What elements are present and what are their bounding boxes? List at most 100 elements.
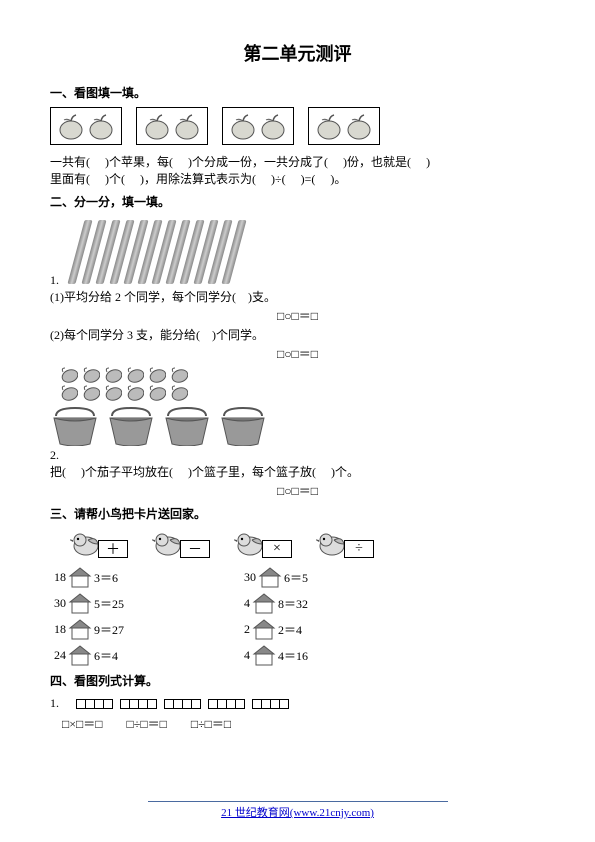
s4-q1-prefix: 1. [50, 696, 64, 711]
eq-left: 30 [54, 596, 66, 611]
eq-right: 6＝4 [94, 647, 118, 664]
apple-icon [229, 112, 257, 140]
box-group [120, 699, 156, 709]
square-icon [279, 699, 289, 709]
equation-item: 183＝6 [54, 566, 204, 588]
eggplant-icon [146, 384, 166, 402]
equation-item: 4 8＝32 [244, 592, 394, 614]
apple-icon [87, 112, 115, 140]
eq-right: 8＝32 [278, 595, 308, 612]
house-icon [252, 644, 276, 666]
s4-formulas: □×□＝□ □÷□＝□ □÷□＝□ [62, 715, 545, 732]
eq-left: 2 [244, 622, 250, 637]
footer-divider [148, 801, 448, 802]
equation-grid: 183＝6306＝5305＝2548＝32189＝2722＝4246＝444＝1… [54, 566, 545, 666]
square-icon [147, 699, 157, 709]
bird-row: ＋ － × ÷ [70, 528, 545, 558]
eggplant-icon [58, 384, 78, 402]
eq-right: 2＝4 [278, 621, 302, 638]
house-icon [68, 618, 92, 640]
square-icon [235, 699, 245, 709]
box-group [76, 699, 112, 709]
basket-icon [220, 406, 266, 446]
q1-2-text: (2)每个同学分 3 支，能分给( )个同学。 [50, 326, 545, 343]
op-card: ＋ [98, 540, 128, 558]
house-icon [68, 592, 92, 614]
page-title: 第二单元测评 [50, 40, 545, 66]
q1-prefix: 1. [50, 273, 64, 288]
equation-item: 30 5＝25 [54, 592, 204, 614]
section1-text-line2: 里面有( )个( )，用除法算式表示为( )÷( )=( )。 [50, 170, 545, 187]
apple-groups [50, 107, 545, 145]
apple-icon [345, 112, 373, 140]
square-icon [103, 699, 113, 709]
square-icon [191, 699, 201, 709]
apple-icon [57, 112, 85, 140]
eggplant-icon [80, 384, 100, 402]
eggplant-icon [124, 366, 144, 384]
op-card: × [262, 540, 292, 558]
apple-icon [259, 112, 287, 140]
equation-item: 2 2＝4 [244, 618, 394, 640]
op-card: － [180, 540, 210, 558]
apple-icon [173, 112, 201, 140]
basket-icon [108, 406, 154, 446]
section1-text-line1: 一共有( )个苹果，每( )个分成一份，一共分成了( )份，也就是( ) [50, 153, 545, 170]
basket-icon [52, 406, 98, 446]
bird-card: ＋ [70, 528, 128, 558]
eggplant-icon [102, 366, 122, 384]
sticks [76, 220, 238, 284]
q2-text: 把( )个茄子平均放在( )个篮子里，每个篮子放( )个。 [50, 463, 545, 480]
section2-heading: 二、分一分，填一填。 [50, 193, 545, 210]
eq-right: 6＝5 [284, 569, 308, 586]
box-group [164, 699, 200, 709]
equation-item: 4 4＝16 [244, 644, 394, 666]
footer-link[interactable]: 21 世纪教育网(www.21cnjy.com) [221, 807, 374, 819]
basket-icon [164, 406, 210, 446]
eggplant-icon [102, 384, 122, 402]
section4-heading: 四、看图列式计算。 [50, 672, 545, 689]
eq-right: 3＝6 [94, 569, 118, 586]
eggplant-icon [80, 366, 100, 384]
section3-heading: 三、请帮小鸟把卡片送回家。 [50, 505, 545, 522]
apple-icon [315, 112, 343, 140]
eq-left: 30 [244, 570, 256, 585]
op-card: ÷ [344, 540, 374, 558]
box-group [208, 699, 244, 709]
box-groups [76, 699, 288, 709]
basket-row [52, 406, 545, 446]
bird-card: × [234, 528, 292, 558]
box-group [252, 699, 288, 709]
eggplant-icon [146, 366, 166, 384]
q2-eq: □○□＝□ [50, 482, 545, 499]
eq-left: 4 [244, 596, 250, 611]
house-icon [252, 592, 276, 614]
eggplant-row1 [58, 366, 545, 384]
apple-group [222, 107, 294, 145]
bird-card: ÷ [316, 528, 374, 558]
eggplant-icon [58, 366, 78, 384]
bird-card: － [152, 528, 210, 558]
q1-1-eq: □○□＝□ [50, 307, 545, 324]
house-icon [68, 566, 92, 588]
eggplant-icon [168, 366, 188, 384]
apple-group [136, 107, 208, 145]
equation-item: 24 6＝4 [54, 644, 204, 666]
eq-right: 5＝25 [94, 595, 124, 612]
eggplant-icon [168, 384, 188, 402]
eq-left: 24 [54, 648, 66, 663]
q2-prefix: 2. [50, 448, 64, 463]
eq-right: 4＝16 [278, 647, 308, 664]
house-icon [68, 644, 92, 666]
apple-group [308, 107, 380, 145]
footer: 21 世纪教育网(www.21cnjy.com) [0, 801, 595, 820]
eq-left: 18 [54, 622, 66, 637]
eq-left: 4 [244, 648, 250, 663]
q1-1-text: (1)平均分给 2 个同学，每个同学分( )支。 [50, 288, 545, 305]
equation-item: 189＝27 [54, 618, 204, 640]
q1-2-eq: □○□＝□ [50, 345, 545, 362]
house-icon [252, 618, 276, 640]
house-icon [258, 566, 282, 588]
section1-heading: 一、看图填一填。 [50, 84, 545, 101]
eggplant-row2 [58, 384, 545, 402]
